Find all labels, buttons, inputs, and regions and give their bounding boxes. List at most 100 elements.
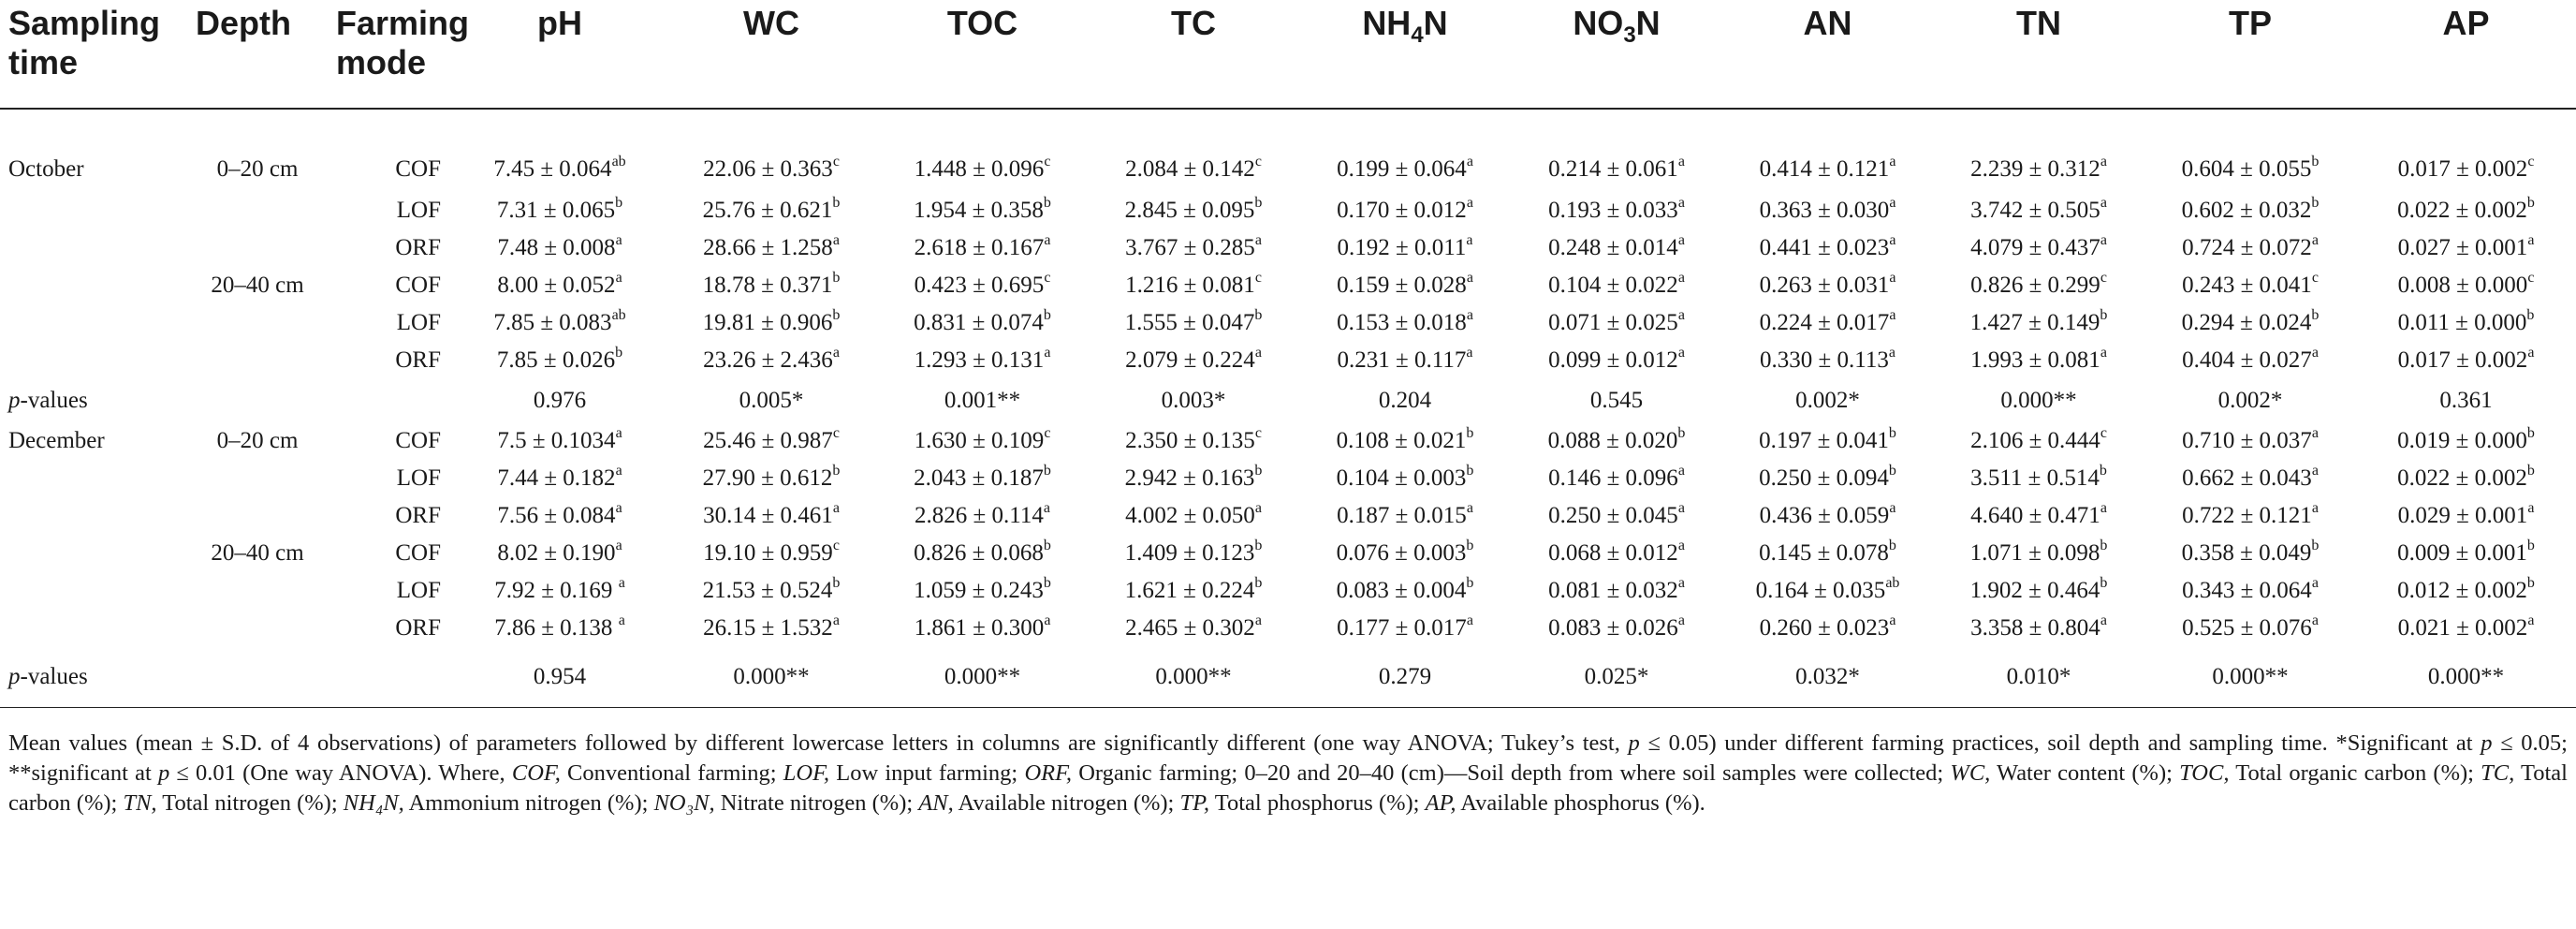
value-cell: 0.662 ± 0.043a xyxy=(2182,462,2319,491)
pvalue-cell: 0.002* xyxy=(1795,388,1860,413)
significance-letter: a xyxy=(2311,612,2319,628)
value-cell: 7.31 ± 0.065b xyxy=(496,194,623,223)
pvalue-cell: 0.000** xyxy=(944,664,1021,689)
value-cell: 7.5 ± 0.1034a xyxy=(497,424,622,453)
value-cell: 0.243 ± 0.041c xyxy=(2182,269,2319,298)
value-cell: 1.448 ± 0.096c xyxy=(914,153,1051,182)
significance-letter: b xyxy=(1254,537,1263,553)
value-cell: 1.427 ± 0.149b xyxy=(1969,306,2108,335)
significance-letter: a xyxy=(1677,499,1685,516)
significance-letter: b xyxy=(1888,537,1896,553)
pvalue-cell: 0.003* xyxy=(1161,388,1226,413)
value-cell: 0.019 ± 0.000b xyxy=(2397,424,2535,453)
value-cell: 0.022 ± 0.002b xyxy=(2397,462,2535,491)
value-cell: 0.404 ± 0.027a xyxy=(2182,344,2319,373)
significance-letter: a xyxy=(1044,612,1051,628)
significance-letter: b xyxy=(2526,306,2535,323)
value-cell: 0.008 ± 0.000c xyxy=(2397,269,2535,298)
significance-letter: a xyxy=(1677,537,1685,553)
table-row: December 0–20 cm COF 7.5 ± 0.1034a 25.46 ± 0… xyxy=(0,422,2576,460)
significance-letter: a xyxy=(1254,344,1262,361)
value-cell: 0.029 ± 0.001a xyxy=(2397,499,2535,528)
value-cell: 7.48 ± 0.008a xyxy=(497,231,622,260)
pvalue-cell: 0.025* xyxy=(1584,664,1649,689)
value-cell: 8.00 ± 0.052a xyxy=(497,269,622,298)
value-cell: 0.436 ± 0.059a xyxy=(1759,499,1896,528)
sampling-time-cell xyxy=(0,572,187,610)
value-cell: 0.081 ± 0.032a xyxy=(1548,574,1685,603)
table-row: 20–40 cm COF 8.02 ± 0.190a 19.10 ± 0.959c 0.… xyxy=(0,535,2576,572)
value-cell: 1.293 ± 0.131a xyxy=(914,344,1051,373)
significance-letter: b xyxy=(1043,194,1051,211)
value-cell: 26.15 ± 1.532a xyxy=(703,612,840,641)
table-row: 20–40 cm COF 8.00 ± 0.052a 18.78 ± 0.371b 0.… xyxy=(0,267,2576,304)
value-cell: 0.071 ± 0.025a xyxy=(1548,306,1685,335)
significance-letter: a xyxy=(1466,153,1473,170)
pvalue-cell: 0.545 xyxy=(1589,388,1644,413)
header-param-subscript: 4 xyxy=(1411,22,1424,49)
footnote-italic: ORF, xyxy=(1024,760,1073,786)
value-cell: 1.621 ± 0.224b xyxy=(1124,574,1263,603)
pvalue-cell: 0.361 xyxy=(2439,388,2493,413)
depth-cell xyxy=(187,229,328,267)
table-row: October 0–20 cm COF 7.45 ± 0.064ab 22.06 ± 0… xyxy=(0,109,2576,192)
significance-letter: b xyxy=(1254,574,1263,591)
significance-letter: a xyxy=(2527,231,2535,248)
pvalue-cell: 0.010* xyxy=(2006,664,2071,689)
significance-letter: a xyxy=(832,612,840,628)
significance-letter: a xyxy=(1888,344,1895,361)
value-cell: 0.088 ± 0.020b xyxy=(1547,424,1686,453)
significance-letter: b xyxy=(832,574,841,591)
value-cell: 0.231 ± 0.117a xyxy=(1337,344,1473,373)
value-cell: 1.059 ± 0.243b xyxy=(914,574,1051,603)
farming-mode-cell: LOF xyxy=(396,310,441,335)
value-cell: 4.640 ± 0.471a xyxy=(1970,499,2107,528)
significance-letter: c xyxy=(1044,424,1051,441)
significance-letter: a xyxy=(1889,499,1896,516)
pvalue-cell: 0.000** xyxy=(2427,664,2505,689)
value-cell: 0.250 ± 0.094b xyxy=(1759,462,1896,491)
significance-letter: c xyxy=(1254,269,1262,286)
significance-letter: b xyxy=(1043,462,1051,479)
table-row: LOF 7.85 ± 0.083ab 19.81 ± 0.906b 0.831 ± 0… xyxy=(0,304,2576,342)
value-cell: 27.90 ± 0.612b xyxy=(702,462,841,491)
value-cell: 0.164 ± 0.035ab xyxy=(1755,574,1900,603)
significance-letter: a xyxy=(1466,194,1473,211)
footnote-italic: TC, xyxy=(2481,760,2515,786)
value-cell: 8.02 ± 0.190a xyxy=(497,537,622,566)
significance-letter: c xyxy=(1254,153,1262,170)
significance-letter: b xyxy=(1466,537,1474,553)
value-cell: 7.85 ± 0.083ab xyxy=(493,306,626,335)
value-cell: 2.942 ± 0.163b xyxy=(1124,462,1263,491)
farming-mode-cell: COF xyxy=(395,540,441,566)
value-cell: 2.350 ± 0.135c xyxy=(1125,424,1262,453)
value-cell: 0.343 ± 0.064a xyxy=(2182,574,2319,603)
significance-letter: b xyxy=(2526,424,2535,441)
significance-letter: a xyxy=(2311,231,2319,248)
significance-letter: a xyxy=(1254,612,1262,628)
header-param-no: NO3N xyxy=(1573,4,1661,49)
significance-letter: a xyxy=(1889,612,1896,628)
depth-cell: 0–20 cm xyxy=(216,428,299,453)
value-cell: 0.027 ± 0.001a xyxy=(2397,231,2535,260)
header-param-an: AN xyxy=(1803,4,1852,42)
value-cell: 0.199 ± 0.064a xyxy=(1337,153,1473,182)
significance-letter: b xyxy=(832,462,841,479)
value-cell: 1.954 ± 0.358b xyxy=(914,194,1051,223)
significance-letter: a xyxy=(1044,344,1051,361)
footnote-italic: TP, xyxy=(1179,790,1210,816)
value-cell: 4.079 ± 0.437a xyxy=(1970,231,2107,260)
significance-letter: b xyxy=(2526,462,2535,479)
value-cell: 0.011 ± 0.000b xyxy=(2397,306,2535,335)
value-cell: 25.76 ± 0.621b xyxy=(702,194,841,223)
pvalue-cell: 0.204 xyxy=(1378,388,1432,413)
value-cell: 1.630 ± 0.109c xyxy=(914,424,1051,453)
significance-letter: a xyxy=(2311,424,2319,441)
header-sampling-time-line2: time xyxy=(8,43,79,81)
significance-letter: c xyxy=(832,537,840,553)
value-cell: 0.159 ± 0.028a xyxy=(1337,269,1473,298)
value-cell: 0.193 ± 0.033a xyxy=(1548,194,1685,223)
value-cell: 0.724 ± 0.072a xyxy=(2182,231,2319,260)
value-cell: 23.26 ± 2.436a xyxy=(703,344,840,373)
value-cell: 2.826 ± 0.114a xyxy=(915,499,1050,528)
